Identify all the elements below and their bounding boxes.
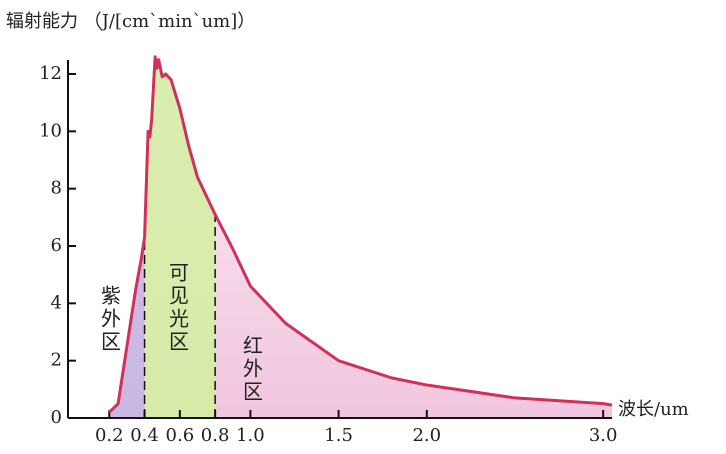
- x-tick-label: 1.0: [236, 425, 265, 446]
- y-tick-label: 4: [51, 292, 62, 313]
- x-tick-label: 0.8: [201, 425, 230, 446]
- spectrum-line: [108, 55, 613, 414]
- x-tick-label: 2.0: [412, 425, 441, 446]
- x-tick-label: 3.0: [589, 425, 618, 446]
- y-tick-label: 0: [51, 407, 62, 428]
- x-tick-label: 0.6: [166, 425, 195, 446]
- x-tick-label: 1.5: [324, 425, 353, 446]
- y-tick-label: 10: [39, 120, 62, 141]
- region-label: 红外区: [240, 335, 264, 404]
- chart-title: 辐射能力 （J/[cm`min`um]）: [6, 11, 255, 32]
- y-tick-label: 2: [51, 350, 62, 371]
- region: [215, 64, 612, 418]
- y-tick-label: 6: [51, 235, 62, 256]
- region: [144, 64, 216, 418]
- region-label: 紫外区: [98, 285, 122, 354]
- x-tick-label: 0.2: [95, 425, 124, 446]
- x-tick-label: 0.4: [130, 425, 159, 446]
- y-tick-label: 8: [51, 178, 62, 199]
- y-tick-label: 12: [39, 63, 62, 84]
- region-label: 可见光区: [166, 262, 190, 354]
- region: [109, 64, 145, 418]
- x-axis-label: 波长/um: [618, 399, 689, 420]
